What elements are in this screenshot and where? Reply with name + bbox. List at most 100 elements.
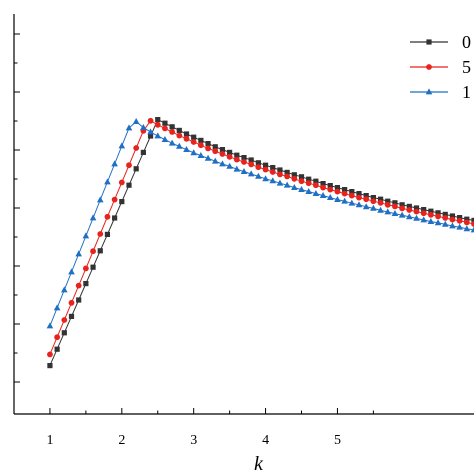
data-point-marker [46, 322, 54, 329]
data-point-marker [356, 191, 362, 197]
data-point-marker [435, 210, 441, 216]
data-point-marker [291, 175, 298, 182]
data-point-marker [255, 160, 261, 166]
data-point-marker [283, 181, 291, 188]
data-point-marker [54, 334, 61, 341]
data-point-marker [377, 206, 384, 213]
data-point-marker [169, 124, 175, 130]
data-point-marker [276, 179, 284, 186]
data-point-marker [320, 184, 326, 191]
data-point-marker [111, 196, 118, 203]
data-point-marker [90, 248, 96, 255]
data-point-marker [291, 172, 297, 178]
data-point-marker [471, 217, 474, 223]
data-point-marker [425, 88, 433, 95]
series-5 [47, 117, 474, 358]
data-point-marker [198, 137, 204, 143]
data-point-marker [456, 217, 463, 224]
data-point-marker [342, 187, 348, 193]
data-point-marker [68, 268, 75, 275]
data-point-marker [234, 152, 240, 158]
data-point-marker [111, 160, 118, 167]
data-point-marker [334, 188, 341, 195]
data-point-marker [277, 167, 283, 173]
data-point-marker [75, 282, 82, 289]
data-point-marker [241, 159, 247, 165]
data-point-marker [370, 204, 377, 211]
data-point-marker [61, 317, 68, 323]
data-point-marker [147, 133, 154, 139]
data-point-marker [320, 181, 326, 187]
data-point-marker [391, 210, 399, 216]
data-point-marker [205, 145, 211, 152]
data-point-marker [205, 141, 211, 147]
data-point-marker [212, 144, 218, 150]
data-point-marker [126, 182, 132, 188]
data-point-marker [363, 196, 370, 203]
data-point-marker [248, 157, 254, 163]
data-point-marker [327, 186, 334, 193]
data-point-marker [334, 185, 341, 191]
data-point-marker [305, 180, 312, 187]
data-point-marker [291, 184, 298, 190]
data-point-marker [406, 213, 413, 220]
data-point-marker [463, 219, 470, 226]
data-point-marker [211, 157, 219, 164]
data-point-marker [269, 169, 276, 175]
data-point-marker [377, 199, 384, 206]
data-point-marker [442, 215, 449, 221]
data-point-marker [298, 186, 305, 192]
data-point-marker [427, 211, 434, 218]
data-point-marker [54, 346, 60, 352]
data-point-marker [313, 178, 319, 184]
data-point-marker [426, 64, 432, 70]
data-point-marker [471, 221, 474, 227]
data-point-marker [176, 132, 183, 139]
x-tick-label: 5 [334, 433, 341, 448]
data-point-marker [147, 128, 154, 135]
data-point-marker [413, 208, 420, 215]
data-point-marker [441, 220, 449, 227]
data-point-marker [413, 214, 420, 221]
data-point-marker [61, 330, 67, 336]
data-point-marker [47, 363, 53, 369]
data-point-marker [68, 313, 75, 319]
data-point-marker [269, 177, 277, 184]
data-point-marker [341, 197, 348, 204]
data-point-marker [61, 286, 68, 293]
data-point-marker [140, 124, 147, 130]
data-point-marker [190, 139, 197, 145]
data-point-marker [147, 117, 154, 124]
data-point-marker [398, 211, 406, 218]
data-point-marker [204, 154, 212, 161]
data-point-marker [82, 265, 89, 272]
data-point-marker [154, 121, 161, 128]
data-point-marker [312, 182, 319, 189]
data-point-marker [384, 208, 392, 215]
data-point-marker [356, 194, 362, 201]
axes: 1 2 3 4 5 [13, 14, 474, 448]
data-point-marker [212, 148, 219, 155]
legend-entry: 1 [410, 82, 471, 102]
data-point-marker [125, 124, 133, 131]
data-point-marker [104, 178, 111, 185]
data-point-marker [284, 173, 291, 180]
data-point-marker [306, 176, 312, 182]
data-point-marker [176, 127, 182, 133]
data-point-marker [82, 232, 90, 239]
data-point-marker [183, 135, 190, 142]
data-point-marker [277, 171, 283, 178]
data-point-marker [233, 165, 241, 172]
data-point-marker [435, 213, 441, 220]
legend-label: 5 [462, 57, 471, 77]
data-point-marker [449, 213, 456, 219]
data-point-marker [449, 216, 456, 223]
data-point-marker [370, 198, 377, 205]
data-point-marker [399, 205, 406, 212]
data-point-marker [348, 192, 355, 199]
data-point-marker [119, 199, 125, 205]
data-point-marker [241, 155, 247, 161]
data-point-marker [191, 134, 197, 140]
data-point-marker [255, 164, 262, 171]
